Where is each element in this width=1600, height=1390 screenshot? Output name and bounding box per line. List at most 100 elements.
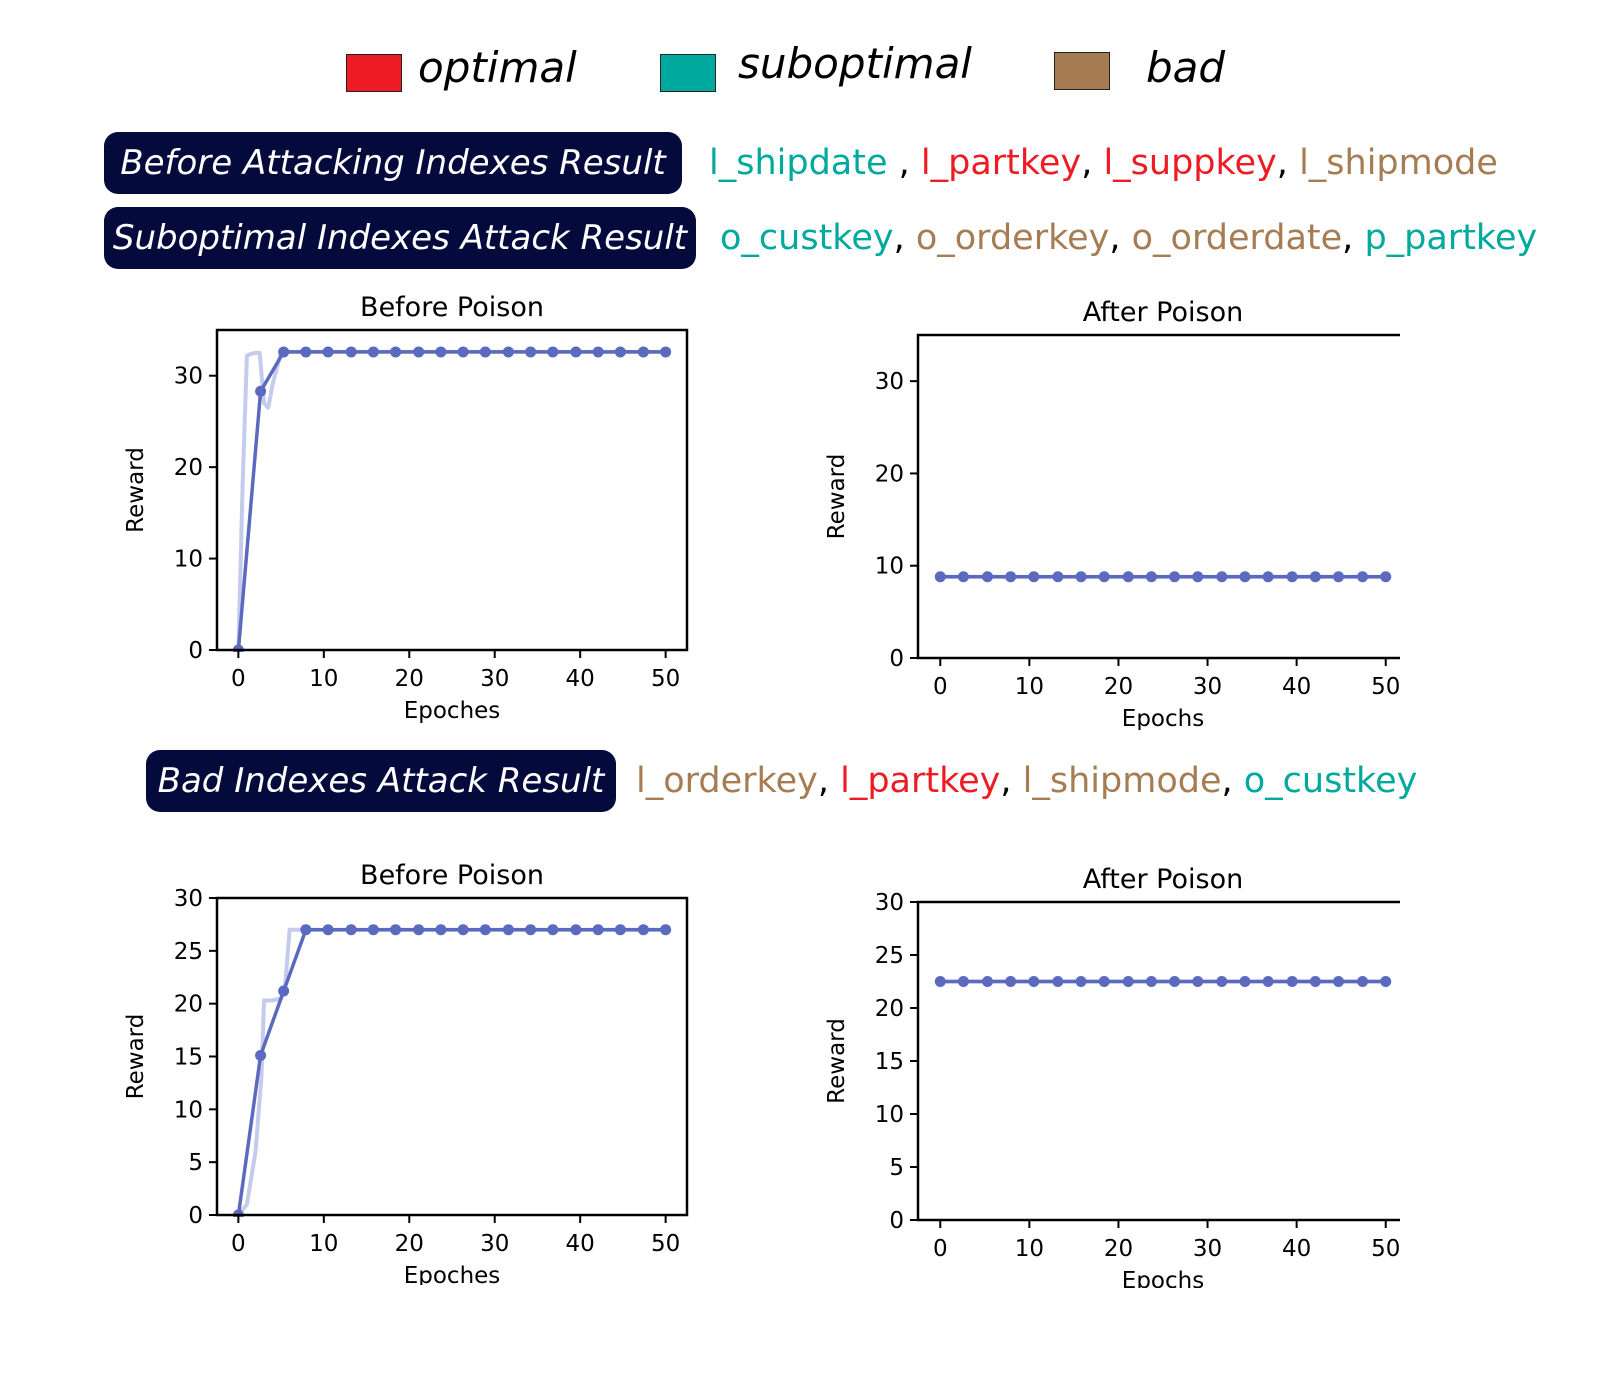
data-point	[1357, 976, 1369, 987]
data-point	[367, 924, 379, 936]
data-point	[1052, 976, 1064, 987]
index-separator: ,	[817, 761, 841, 801]
y-axis-label: Reward	[123, 1014, 149, 1100]
chart-before-poison-bottom: Before Poison 0 10 20 30 40 50 0 5 10 15 20 25 30 Epoc…	[123, 860, 689, 1285]
y-tick-label: 15	[174, 1045, 203, 1071]
result-label: Suboptimal Indexes Attack Result	[104, 207, 696, 269]
y-tick-label: 25	[174, 939, 203, 965]
data-point	[1052, 571, 1064, 583]
plot-frame	[215, 328, 689, 652]
data-point	[525, 346, 537, 358]
x-tick-label: 10	[1015, 674, 1044, 700]
data-point	[1169, 976, 1181, 987]
index-name: o_custkey	[1243, 761, 1418, 801]
y-tick-label: 10	[174, 1097, 203, 1123]
data-point	[981, 976, 993, 987]
y-tick-label: 5	[889, 1155, 904, 1181]
plot-frame	[916, 333, 1400, 660]
data-point	[1262, 571, 1274, 583]
data-point	[435, 924, 447, 936]
data-point	[1075, 571, 1087, 583]
data-point	[1192, 976, 1204, 987]
legend-label-bad: bad	[1146, 43, 1226, 92]
legend-label-optimal: optimal	[418, 43, 577, 92]
data-point	[345, 346, 357, 358]
index-separator: ,	[893, 218, 916, 258]
plot-area	[934, 571, 1392, 583]
y-tick-label: 20	[875, 996, 904, 1022]
data-point	[1028, 571, 1040, 583]
index-name: l_partkey	[840, 761, 1001, 801]
data-point	[1380, 976, 1392, 987]
legend-item-bad: bad	[1054, 40, 1254, 100]
y-tick-label: 30	[174, 364, 203, 390]
y-tick-label: 10	[875, 1102, 904, 1128]
data-point	[502, 924, 514, 936]
data-point	[1169, 571, 1181, 583]
data-point	[1145, 976, 1157, 987]
data-point	[322, 924, 334, 936]
data-point	[934, 976, 946, 987]
data-point	[1216, 976, 1228, 987]
data-point	[1098, 571, 1110, 583]
y-tick-label: 15	[875, 1049, 904, 1075]
data-point	[278, 346, 290, 358]
data-point	[1380, 571, 1392, 583]
index-name: l_suppkey	[1103, 143, 1277, 183]
legend-item-optimal: optimal	[346, 40, 586, 100]
index-separator: ,	[1109, 218, 1132, 258]
data-point	[1239, 571, 1251, 583]
y-tick-label: 25	[875, 943, 904, 969]
data-point	[1192, 571, 1204, 583]
plot-area	[934, 976, 1392, 987]
data-point	[1145, 571, 1157, 583]
x-tick-label: 0	[231, 1231, 246, 1257]
series-line-raw	[236, 349, 668, 652]
data-point	[1122, 976, 1134, 987]
x-tick-label: 30	[480, 1231, 509, 1257]
data-point	[1262, 976, 1274, 987]
result-label: Bad Indexes Attack Result	[146, 750, 616, 812]
series-line-smoothed	[236, 350, 668, 652]
data-point	[278, 985, 290, 997]
x-tick-label: 0	[933, 674, 948, 700]
x-tick-label: 20	[1104, 674, 1133, 700]
legend-label-suboptimal: suboptimal	[738, 39, 972, 88]
x-axis-label: Epoches	[404, 698, 501, 724]
x-tick-label: 40	[1282, 1236, 1311, 1262]
y-tick-label: 0	[188, 1203, 203, 1229]
chart-before-poison-top: Before Poison 0 10 20 30 40 50 0 10 20 30 Epoches Re…	[123, 292, 689, 724]
x-axis-label: Epochs	[1122, 706, 1204, 730]
data-point	[614, 346, 626, 358]
y-tick-label: 5	[188, 1150, 203, 1176]
data-point	[300, 346, 312, 358]
index-name: l_orderkey	[636, 761, 818, 801]
data-point	[525, 924, 537, 936]
data-point	[1309, 571, 1321, 583]
y-tick-label: 20	[875, 461, 904, 487]
data-point	[255, 385, 267, 397]
y-tick-label: 0	[188, 638, 203, 664]
result-label: Before Attacking Indexes Result	[104, 132, 682, 194]
plot-frame	[916, 900, 1400, 1222]
legend: optimal suboptimal bad	[0, 39, 1600, 100]
chart-after-poison-bottom: After Poison 0 10 20 30 40 50 0 5 10 15 20 25 30 Epoch…	[824, 864, 1400, 1288]
data-point	[1286, 976, 1298, 987]
data-point	[502, 346, 514, 358]
data-point	[957, 571, 969, 583]
data-point	[1005, 571, 1017, 583]
y-tick-label: 10	[174, 547, 203, 573]
data-point	[547, 924, 559, 936]
data-point	[1309, 976, 1321, 987]
legend-swatch-optimal	[346, 54, 402, 92]
y-axis-label: Reward	[824, 454, 850, 540]
data-point	[592, 924, 604, 936]
data-point	[660, 924, 672, 936]
data-point	[457, 924, 469, 936]
y-axis-label: Reward	[824, 1018, 850, 1104]
data-point	[322, 346, 334, 358]
index-list: l_shipdate , l_partkey, l_suppkey, l_shi…	[709, 132, 1498, 194]
index-separator: ,	[1000, 761, 1023, 801]
data-point	[637, 346, 649, 358]
data-point	[1333, 976, 1345, 987]
